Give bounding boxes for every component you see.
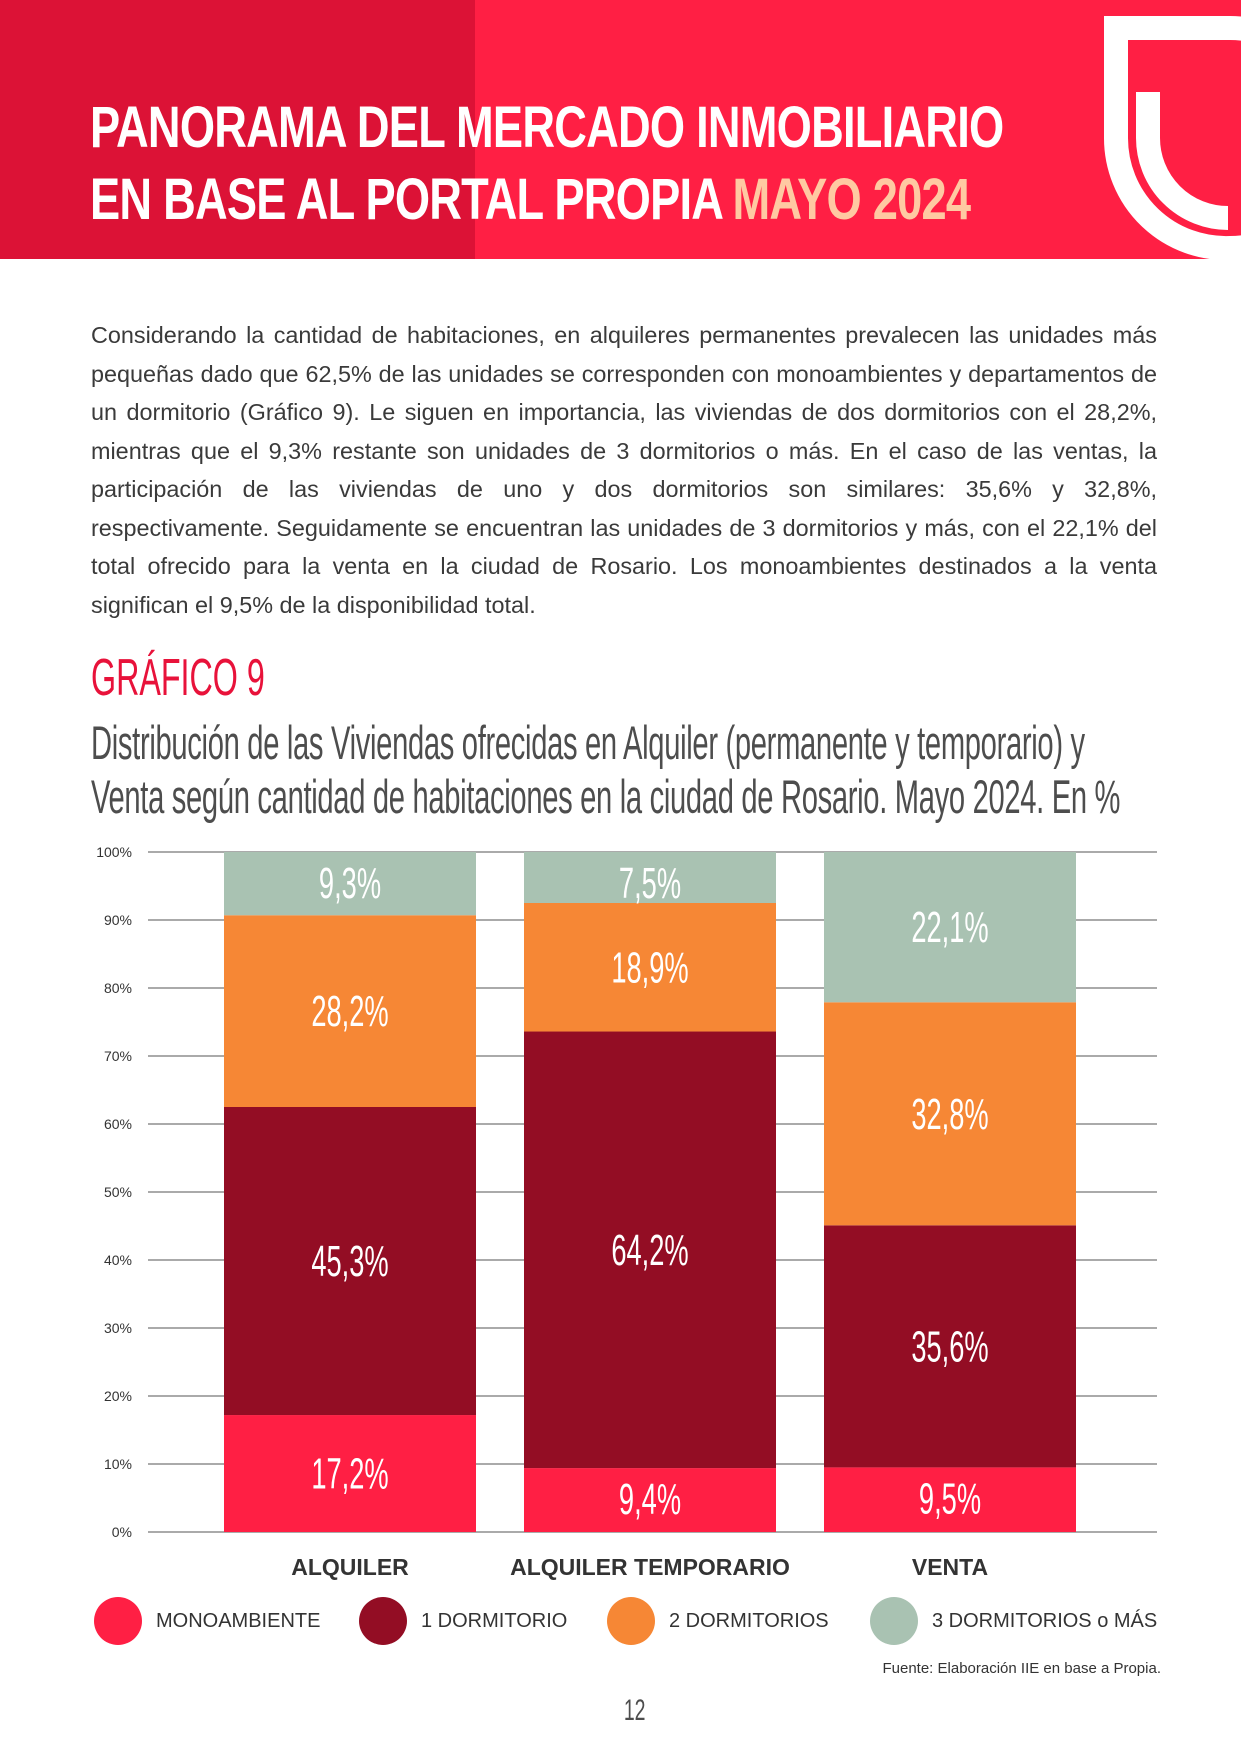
y-tick-label: 60% <box>104 1116 132 1132</box>
chart-legend: MONOAMBIENTE 1 DORMITORIO 2 DORMITORIOS … <box>94 1597 1174 1647</box>
data-label-venta-monoambiente: 9,5% <box>919 1474 981 1523</box>
report-title-line2: EN BASE AL PORTAL PROPIA MAYO 2024 <box>90 164 1003 236</box>
legend-label-monoambiente: MONOAMBIENTE <box>156 1610 321 1632</box>
y-tick-label: 50% <box>104 1184 132 1200</box>
intro-paragraph: Considerando la cantidad de habitaciones… <box>91 322 1157 618</box>
chart-subtitle-line1: Distribución de las Viviendas ofrecidas … <box>91 716 1085 769</box>
x-category-label-alquiler: ALQUILER <box>291 1554 409 1580</box>
report-title-line2-text: EN BASE AL PORTAL PROPIA <box>90 167 724 232</box>
bar-segment-venta-monoambiente <box>824 1467 1076 1532</box>
legend-swatch-3-dormitorios-o-mas <box>870 1597 918 1645</box>
data-label-alquiler-2-dormitorios: 28,2% <box>311 986 388 1035</box>
bar-segment-alquiler-2-dormitorios <box>224 915 476 1107</box>
y-tick-label: 80% <box>104 980 132 996</box>
report-title: PANORAMA DEL MERCADO INMOBILIARIO EN BAS… <box>90 92 1004 236</box>
chart-subtitle: Distribución de las Viviendas ofrecidas … <box>91 716 1120 824</box>
legend-label-3-dormitorios-o-mas: 3 DORMITORIOS o MÁS <box>932 1610 1158 1632</box>
y-tick-label: 30% <box>104 1320 132 1336</box>
y-tick-label: 0% <box>112 1524 132 1540</box>
data-label-venta-2-dormitorios: 32,8% <box>911 1089 988 1138</box>
y-tick-label: 20% <box>104 1388 132 1404</box>
source-note: Fuente: Elaboración IIE en base a Propia… <box>882 1660 1161 1677</box>
bar-segment-alquiler-3-dormitorios-o-mas <box>224 852 476 916</box>
bar-segment-alquiler-temporario-1-dormitorio <box>524 1031 776 1469</box>
page-number: 12 <box>0 1694 1241 1728</box>
y-tick-label: 70% <box>104 1048 132 1064</box>
data-label-alquiler-temporario-3-dormitorios-o-mas: 7,5% <box>619 858 681 907</box>
legend-swatch-2-dormitorios <box>607 1597 655 1645</box>
data-label-alquiler-3-dormitorios-o-mas: 9,3% <box>319 858 381 907</box>
data-label-alquiler-temporario-1-dormitorio: 64,2% <box>611 1225 688 1274</box>
data-label-venta-1-dormitorio: 35,6% <box>911 1322 988 1371</box>
bar-segment-venta-3-dormitorios-o-mas <box>824 852 1076 1003</box>
data-label-alquiler-1-dormitorio: 45,3% <box>311 1236 388 1285</box>
propia-logo-icon <box>1104 15 1241 259</box>
x-category-label-alquiler-temporario: ALQUILER TEMPORARIO <box>510 1554 790 1580</box>
data-label-alquiler-temporario-monoambiente: 9,4% <box>619 1474 681 1523</box>
report-title-line1: PANORAMA DEL MERCADO INMOBILIARIO <box>90 95 1004 160</box>
bar-segment-alquiler-monoambiente <box>224 1415 476 1532</box>
header-banner: PANORAMA DEL MERCADO INMOBILIARIO EN BAS… <box>0 0 1241 259</box>
page-number-text: 12 <box>624 1694 646 1727</box>
chart-number-heading: GRÁFICO 9 <box>91 649 265 707</box>
bar-segment-venta-1-dormitorio <box>824 1225 1076 1468</box>
header-banner-dark-panel <box>0 0 475 259</box>
y-tick-label: 90% <box>104 912 132 928</box>
y-tick-label: 100% <box>96 844 132 860</box>
bar-segment-alquiler-temporario-2-dormitorios <box>524 903 776 1032</box>
bar-segment-venta-2-dormitorios <box>824 1002 1076 1226</box>
bar-segment-alquiler-temporario-monoambiente <box>524 1468 776 1532</box>
bar-segment-alquiler-1-dormitorio <box>224 1107 476 1416</box>
legend-swatch-monoambiente <box>94 1597 142 1645</box>
legend-label-1-dormitorio: 1 DORMITORIO <box>421 1610 568 1632</box>
bar-segment-alquiler-temporario-3-dormitorios-o-mas <box>524 852 776 903</box>
legend-swatch-1-dormitorio <box>359 1597 407 1645</box>
y-tick-label: 40% <box>104 1252 132 1268</box>
legend-label-2-dormitorios: 2 DORMITORIOS <box>669 1610 829 1632</box>
data-label-alquiler-monoambiente: 17,2% <box>311 1449 388 1498</box>
report-title-date: MAYO 2024 <box>732 167 972 232</box>
y-tick-label: 10% <box>104 1456 132 1472</box>
data-label-alquiler-temporario-2-dormitorios: 18,9% <box>611 943 688 992</box>
chart-subtitle-line2: Venta según cantidad de habitaciones en … <box>91 770 1121 823</box>
x-category-label-venta: VENTA <box>912 1554 988 1580</box>
data-label-venta-3-dormitorios-o-mas: 22,1% <box>911 902 988 951</box>
